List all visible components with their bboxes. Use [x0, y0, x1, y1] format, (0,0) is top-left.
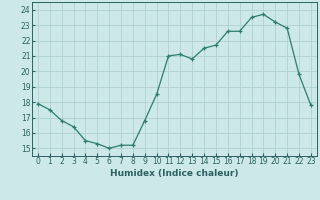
X-axis label: Humidex (Indice chaleur): Humidex (Indice chaleur) — [110, 169, 239, 178]
